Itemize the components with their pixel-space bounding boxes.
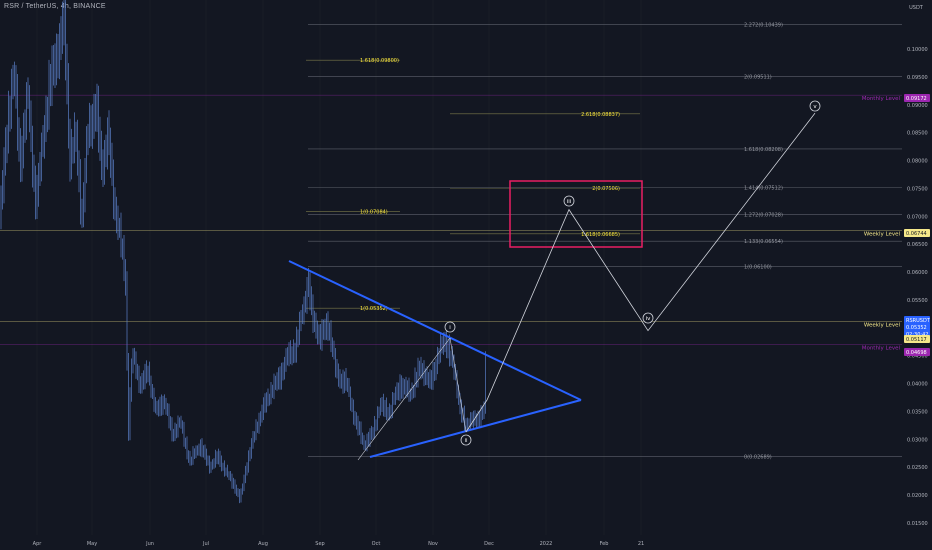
wave-label-circle [444, 321, 456, 333]
price-tick-label: 0.08000 [907, 159, 928, 165]
wave-label-circle [809, 100, 821, 112]
level-label: Monthly Level [862, 346, 901, 352]
level-label: Weekly Level [864, 322, 901, 328]
time-label: May [87, 541, 97, 547]
price-tag-label: 0.04698 [906, 350, 927, 356]
price-tick-label: 0.01500 [907, 521, 928, 527]
time-label: Jun [145, 541, 154, 547]
price-tick-label: 0.06000 [907, 270, 928, 276]
price-tick-label: 0.04000 [907, 382, 928, 388]
price-tag-label: 0.09172 [906, 96, 927, 102]
price-tick-label: 0.04500 [907, 354, 928, 360]
price-tag-label: 0.05117 [906, 337, 927, 343]
price-tick-label: 0.08500 [907, 131, 928, 137]
triangle-upper-trendline [288, 260, 582, 401]
price-tag [904, 316, 930, 324]
support-resistance-levels: Monthly Level Weekly Level Weekly Level Mon… [0, 94, 902, 352]
fib-level-label: 2(0.09511) [744, 74, 772, 80]
fib-level-label: 1(0.05352) [360, 306, 388, 312]
price-axis[interactable]: USDT 0.10000 0.09500 0.09000 0.08500 0.08000 0… [902, 0, 932, 550]
time-label: Jul [202, 541, 209, 547]
fib-level-label: 0(0.02689) [744, 455, 772, 461]
time-label: Apr [33, 541, 43, 547]
wave-label: ii [464, 438, 468, 444]
wave-label: i [449, 325, 451, 331]
fib-level-label: 1.272(0.07028) [744, 213, 783, 219]
price-tick-label: 0.09000 [907, 103, 928, 109]
level-label: Weekly Level [864, 232, 901, 238]
price-tick-label: 0.10000 [907, 47, 928, 53]
price-axis-currency: USDT [909, 5, 924, 11]
price-tag-label: 0.06744 [906, 231, 927, 237]
level-label: Monthly Level [862, 96, 901, 102]
time-label: Oct [372, 541, 381, 547]
triangle-lower-trendline [369, 399, 582, 458]
time-label: 21 [638, 541, 644, 547]
symbol-title: RSR / TetherUS, 4h, BINANCE [4, 3, 106, 10]
fib-level-label: 1(0.07084) [360, 210, 388, 216]
wave-label-circle [460, 434, 472, 446]
price-tag [904, 94, 930, 102]
wave-label: iii [567, 199, 572, 205]
price-tag [904, 229, 930, 237]
price-tick-label: 0.06500 [907, 242, 928, 248]
price-tick-label: 0.03500 [907, 409, 928, 415]
grid [36, 0, 642, 535]
wave-label-circle [642, 312, 654, 324]
price-tick-label: 0.07000 [907, 214, 928, 220]
time-label: 2022 [540, 541, 553, 547]
time-label: Dec [484, 541, 494, 547]
price-tag [904, 348, 930, 356]
time-label: Nov [428, 541, 438, 547]
price-tick-label: 0.03000 [907, 437, 928, 443]
fib-level-label: 1.414(0.07512) [744, 186, 783, 192]
price-axis-bg [902, 0, 932, 550]
price-tick-label: 0.02000 [907, 493, 928, 499]
fib-level-label: 2.618(0.08837) [581, 112, 620, 118]
fib-level-label: 1.618(0.08208) [744, 147, 783, 153]
fib-level-label: 1.133(0.06554) [744, 239, 783, 245]
fibonacci-levels: 1.618(0.09800) 1(0.07084) 1(0.05352) 2.618(… [306, 23, 902, 461]
price-tag-label: RSRUSDT [906, 318, 931, 324]
price-tick-label: 0.02500 [907, 465, 928, 471]
price-tick-label: 0.05500 [907, 298, 928, 304]
wave-label: v [813, 104, 817, 110]
price-tag [904, 335, 930, 343]
time-axis[interactable]: Apr May Jun Jul Aug Sep Oct Nov Dec 2022 Feb 21 [33, 541, 645, 547]
wave-channel-line [449, 337, 467, 433]
drawings[interactable] [288, 180, 643, 461]
fib-level-label: 1.618(0.09800) [360, 58, 399, 64]
wave-channel-line [357, 337, 451, 461]
price-tag [904, 323, 930, 331]
fib-level-label: 2(0.07506) [592, 186, 620, 192]
time-label: Feb [600, 541, 609, 547]
price-tick-label: 0.07500 [907, 186, 928, 192]
target-zone-box [509, 180, 643, 248]
time-label: Aug [258, 541, 268, 547]
fib-level-label: 2.272(0.10439) [744, 23, 783, 29]
wave-label-circle [563, 195, 575, 207]
fib-level-label: 1(0.06100) [744, 264, 772, 270]
price-tick-label: 0.09500 [907, 75, 928, 81]
price-tag-label: 0.05352 [906, 325, 927, 331]
candlesticks [0, 0, 486, 504]
time-label: Sep [315, 541, 324, 547]
wave-label: iv [646, 316, 652, 322]
fib-level-label: 1.618(0.06685) [581, 232, 620, 238]
wave-projection-path [465, 112, 816, 433]
